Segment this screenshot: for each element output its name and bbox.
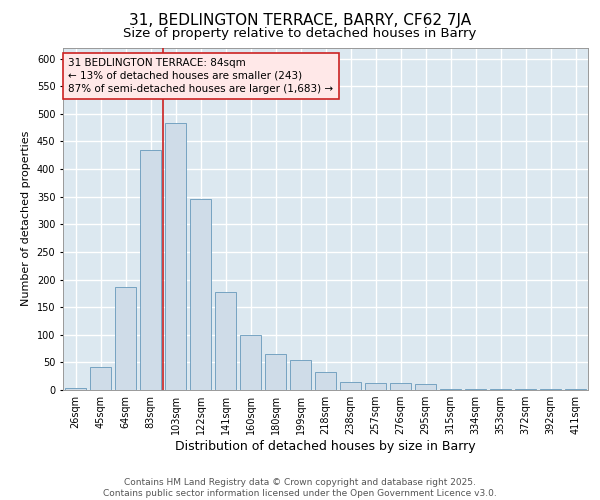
Bar — [240, 335, 261, 390]
Bar — [490, 389, 511, 390]
Bar — [440, 389, 461, 390]
X-axis label: Distribution of detached houses by size in Barry: Distribution of detached houses by size … — [175, 440, 476, 453]
Bar — [215, 292, 236, 390]
Bar — [415, 384, 436, 390]
Bar — [65, 388, 86, 390]
Bar — [365, 383, 386, 390]
Bar — [290, 360, 311, 390]
Text: Size of property relative to detached houses in Barry: Size of property relative to detached ho… — [124, 28, 476, 40]
Bar — [390, 383, 411, 390]
Y-axis label: Number of detached properties: Number of detached properties — [21, 131, 31, 306]
Bar — [265, 354, 286, 390]
Bar — [190, 200, 211, 390]
Bar — [165, 123, 186, 390]
Bar — [315, 372, 336, 390]
Bar — [90, 367, 111, 390]
Bar — [540, 389, 561, 390]
Bar — [115, 286, 136, 390]
Text: 31, BEDLINGTON TERRACE, BARRY, CF62 7JA: 31, BEDLINGTON TERRACE, BARRY, CF62 7JA — [129, 12, 471, 28]
Bar — [140, 150, 161, 390]
Text: 31 BEDLINGTON TERRACE: 84sqm
← 13% of detached houses are smaller (243)
87% of s: 31 BEDLINGTON TERRACE: 84sqm ← 13% of de… — [68, 58, 334, 94]
Text: Contains HM Land Registry data © Crown copyright and database right 2025.
Contai: Contains HM Land Registry data © Crown c… — [103, 478, 497, 498]
Bar — [340, 382, 361, 390]
